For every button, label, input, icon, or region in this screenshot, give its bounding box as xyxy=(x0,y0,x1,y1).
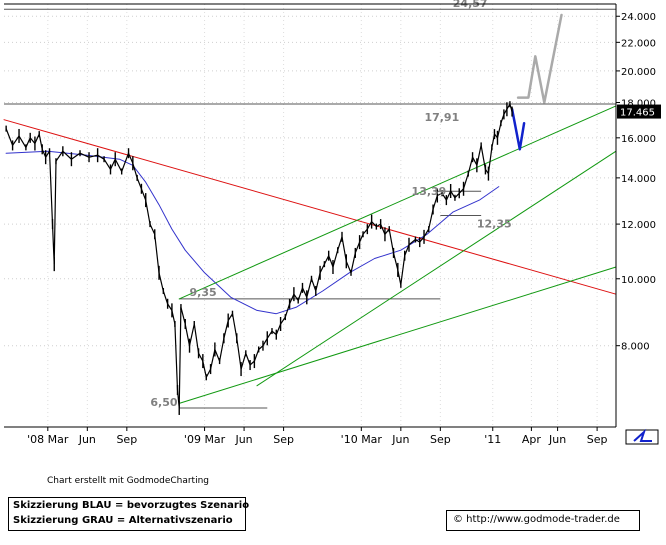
x-tick-label: Sep xyxy=(273,433,294,446)
y-tick-label: 12.000 xyxy=(621,220,656,231)
green-trend-steep-line xyxy=(256,150,617,387)
level-label: 24,57 xyxy=(453,0,488,10)
legend-gray-scenario: Skizzierung GRAU = Alternativszenario xyxy=(13,515,233,526)
x-tick-label: '08 Mar xyxy=(27,433,69,446)
moving-average-line xyxy=(5,150,500,315)
x-tick-label: Sep xyxy=(116,433,137,446)
x-tick-label: Apr xyxy=(522,433,542,446)
logo-mark-icon xyxy=(633,428,652,442)
x-tick-label: Sep xyxy=(587,433,608,446)
x-tick-label: '10 Mar xyxy=(341,433,383,446)
x-tick-label: '11 xyxy=(484,433,501,446)
y-tick-label: 8.000 xyxy=(621,342,650,353)
y-tick-label: 20.000 xyxy=(621,67,656,78)
x-tick-label: Jun xyxy=(234,433,252,446)
source-link[interactable]: © http://www.godmode-trader.de xyxy=(453,514,620,525)
level-label: 12,35 xyxy=(477,217,512,230)
y-tick-label: 10.000 xyxy=(621,275,656,286)
y-tick-label: 24.000 xyxy=(621,12,656,23)
x-tick-label: Jun xyxy=(78,433,96,446)
red-trendline-line xyxy=(3,119,617,295)
scenario-legend: Skizzierung BLAU = bevorzugtes Szenario … xyxy=(8,497,250,531)
x-tick-label: '09 Mar xyxy=(184,433,226,446)
green-channel-upper-line xyxy=(178,105,617,300)
y-tick-label: 22.000 xyxy=(621,38,656,49)
y-tick-label: 18.000 xyxy=(621,99,656,110)
x-tick-label: Sep xyxy=(430,433,451,446)
y-tick-label: 16.000 xyxy=(621,134,656,145)
level-label: 9,35 xyxy=(190,286,217,299)
level-label: 17,91 xyxy=(424,111,459,124)
current-price-label: 17.465 xyxy=(620,108,655,119)
level-label: 6,50 xyxy=(150,396,177,409)
gray-scenario-line xyxy=(516,13,563,104)
x-tick-label: Jun xyxy=(548,433,566,446)
x-tick-label: Jun xyxy=(391,433,409,446)
current-price-badge xyxy=(617,104,661,119)
green-channel-lower-line xyxy=(178,266,617,404)
price-line xyxy=(5,102,513,409)
chart-credit: Chart erstellt mit GodmodeCharting xyxy=(47,476,209,486)
source-link-box[interactable]: © http://www.godmode-trader.de xyxy=(446,510,640,531)
blue-scenario-line xyxy=(510,107,526,151)
level-label: 13,39 xyxy=(412,185,447,198)
legend-blue-scenario: Skizzierung BLAU = bevorzugtes Szenario xyxy=(13,500,250,511)
y-tick-label: 14.000 xyxy=(621,174,656,185)
